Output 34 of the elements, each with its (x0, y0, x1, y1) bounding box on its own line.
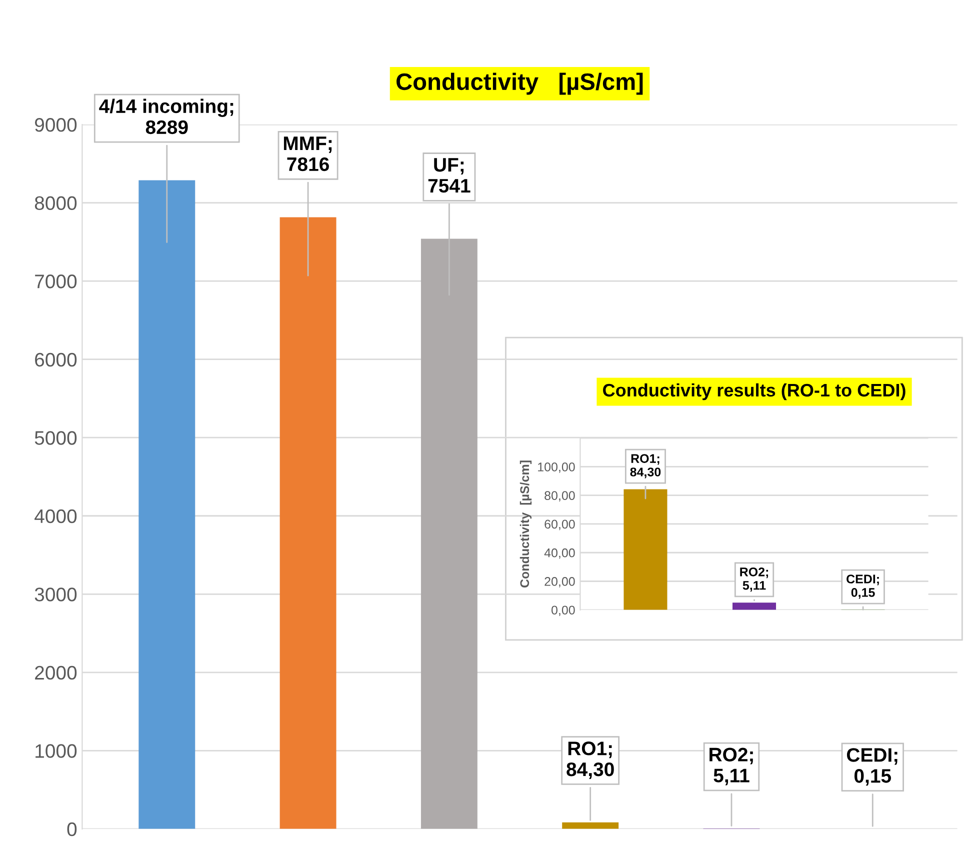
y-tick-label: 0 (67, 822, 77, 836)
bar (420, 238, 478, 829)
bar (280, 217, 336, 829)
data-label: RO2; 5,11 (740, 567, 768, 592)
y-axis-title: Conductivity [µS/cm] (520, 460, 532, 588)
y-tick-label: 6000 (35, 352, 77, 367)
y-tick-label: 7000 (35, 274, 77, 288)
data-label: RO2; 5,11 (710, 748, 753, 786)
chart-title: Conductivity [µS/cm] (396, 72, 643, 95)
data-label: CEDI; 0,15 (846, 574, 879, 599)
y-tick-label: 80,00 (544, 491, 575, 502)
bar (624, 489, 668, 610)
y-tick-label: 5000 (34, 431, 77, 445)
bar (138, 180, 196, 829)
data-label: MMF; 7816 (284, 136, 332, 172)
y-tick-label: 60,00 (544, 520, 575, 530)
bar (562, 822, 619, 829)
chart-title: Conductivity results (RO-1 to CEDI) (603, 383, 906, 400)
data-label: UF; 7541 (428, 158, 470, 193)
y-tick-label: 1000 (36, 744, 77, 758)
data-label: RO1; 84,30 (566, 742, 614, 780)
data-label: 4/14 incoming; 8289 (99, 98, 234, 134)
data-label: CEDI; 0,15 (846, 748, 898, 786)
bar (732, 602, 776, 610)
y-tick-label: 40,00 (544, 548, 575, 559)
y-tick-label: 4000 (34, 509, 77, 524)
y-tick-label: 0,00 (552, 606, 575, 616)
y-tick-label: 8000 (34, 196, 77, 210)
y-tick-label: 3000 (34, 588, 77, 602)
y-tick-label: 20,00 (544, 577, 575, 588)
y-tick-label: 100,00 (538, 462, 575, 473)
y-tick-label: 2000 (35, 666, 77, 680)
data-label: RO1; 84,30 (630, 454, 661, 478)
y-tick-label: 9000 (34, 118, 77, 132)
